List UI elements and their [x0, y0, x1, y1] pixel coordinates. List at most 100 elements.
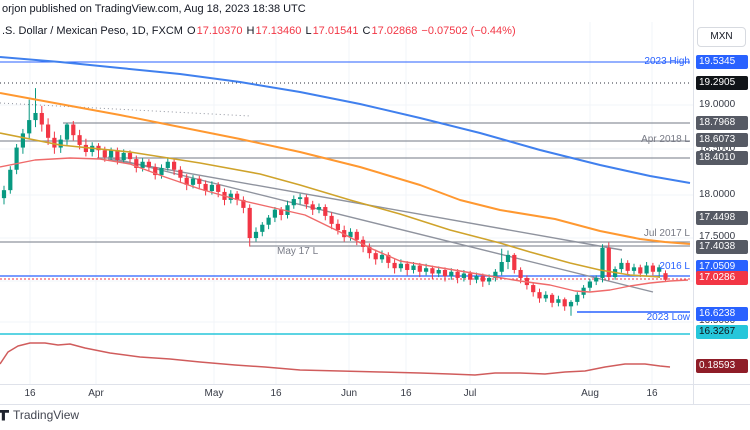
candle-body: [644, 265, 649, 274]
candle-body: [298, 197, 303, 200]
candle-body: [512, 254, 517, 270]
candle-body: [619, 262, 624, 270]
level-name-text: May 17 L: [277, 246, 319, 257]
candle-body: [1, 190, 7, 199]
candle-body: [531, 285, 536, 293]
tradingview-logo-text: TradingView: [13, 408, 80, 422]
candle-body: [335, 223, 340, 231]
candle-body: [499, 261, 504, 272]
price-chart[interactable]: [0, 0, 693, 384]
candle-body: [323, 207, 328, 216]
currency-button[interactable]: MXN: [697, 27, 746, 47]
time-tick: 16: [646, 388, 658, 399]
candle-body: [625, 262, 630, 271]
candle-body: [436, 269, 441, 274]
time-tick: Jun: [340, 388, 358, 399]
candle-body: [663, 273, 668, 280]
time-tick: 16: [270, 388, 282, 399]
candle-body: [71, 124, 76, 136]
candle-body: [172, 161, 177, 170]
candle-body: [474, 276, 479, 280]
candle-body: [550, 294, 555, 303]
time-tick: 16: [24, 388, 36, 399]
price-scale[interactable]: 19.000018.500018.000017.500016.500019.53…: [693, 0, 750, 404]
candle-body: [367, 246, 372, 254]
price-level-label: 17.4038: [696, 240, 748, 254]
ohlc-open-label: O: [187, 25, 196, 37]
price-level-label: 18.7968: [696, 116, 748, 130]
price-tick: 19.0000: [699, 99, 736, 110]
candle-body: [8, 169, 13, 191]
candle-body: [543, 294, 548, 299]
candle-body: [430, 268, 435, 274]
price-level-label: 16.6238: [696, 307, 748, 321]
price-tick: 18.0000: [699, 189, 736, 200]
atr-line: [0, 342, 671, 376]
candle-body: [190, 178, 196, 185]
candle-body: [102, 150, 107, 158]
candle-body: [449, 271, 454, 277]
attribution-text: orjon published on TradingView.com, Aug …: [2, 3, 306, 15]
candle-body: [361, 239, 366, 247]
candle-body: [77, 135, 82, 145]
candle-body: [373, 253, 378, 260]
candle-body: [386, 254, 391, 263]
candle-body: [285, 205, 290, 215]
candle-body: [27, 120, 32, 134]
candle-body: [606, 247, 611, 278]
ohlc-high-label: H: [246, 25, 255, 37]
price-level-label: 17.4498: [696, 211, 748, 225]
time-tick: Aug: [581, 388, 599, 399]
sma-200-line: [0, 56, 691, 184]
price-level-label: 17.0286: [696, 271, 748, 285]
candle-body: [209, 184, 214, 192]
candle-body: [493, 271, 498, 278]
tradingview-logo-icon: [0, 409, 9, 421]
price-change: −0.07502 (−0.44%): [421, 25, 516, 37]
candle-body: [392, 262, 397, 269]
candle-body: [184, 177, 189, 185]
level-name-text: Apr 2018 L: [641, 134, 690, 145]
candle-body: [468, 273, 473, 280]
candle-body: [487, 277, 492, 282]
footer-border: [0, 404, 750, 405]
price-level-label: 17.0509: [696, 260, 748, 274]
ohlc-high-value: 17.13460: [255, 25, 302, 37]
price-level-label: 16.3267: [696, 325, 748, 339]
tradingview-logo[interactable]: TradingView: [0, 407, 79, 423]
candle-body: [398, 263, 403, 269]
candle-body: [657, 267, 662, 272]
candle-body: [46, 124, 51, 138]
candle-body: [266, 217, 271, 225]
candle-body: [260, 224, 265, 232]
symbol-title[interactable]: .S. Dollar / Mexican Peso, 1D, FXCM: [2, 25, 183, 37]
price-level-label: 0.18593: [696, 359, 748, 373]
candle-body: [480, 276, 485, 282]
time-tick: 16: [400, 388, 412, 399]
candle-body: [58, 139, 63, 148]
sma-50-line: [0, 132, 661, 278]
candle-body: [127, 152, 133, 160]
candle-body: [109, 150, 114, 158]
time-tick: Apr: [88, 388, 104, 399]
candle-body: [134, 159, 139, 168]
descending-trendline-lower: [107, 156, 654, 293]
candle-body: [417, 265, 422, 272]
price-level-label: 18.6073: [696, 133, 748, 147]
time-tick: Jul: [463, 388, 477, 399]
candle-body: [115, 150, 120, 160]
ohlc-open-value: 17.10370: [196, 25, 243, 37]
level-name-text: 2016 L: [659, 261, 690, 272]
candle-body: [247, 207, 252, 239]
candle-body: [461, 273, 466, 278]
candle-body: [594, 277, 599, 282]
candle-body: [228, 193, 233, 200]
price-level-label: 18.4010: [696, 151, 748, 165]
candle-body: [146, 161, 151, 168]
candle-body: [442, 269, 448, 277]
candle-body: [505, 254, 511, 262]
candle-body: [518, 269, 523, 278]
candle-body: [83, 144, 88, 153]
candle-body: [159, 167, 164, 176]
candle-body: [405, 263, 410, 270]
